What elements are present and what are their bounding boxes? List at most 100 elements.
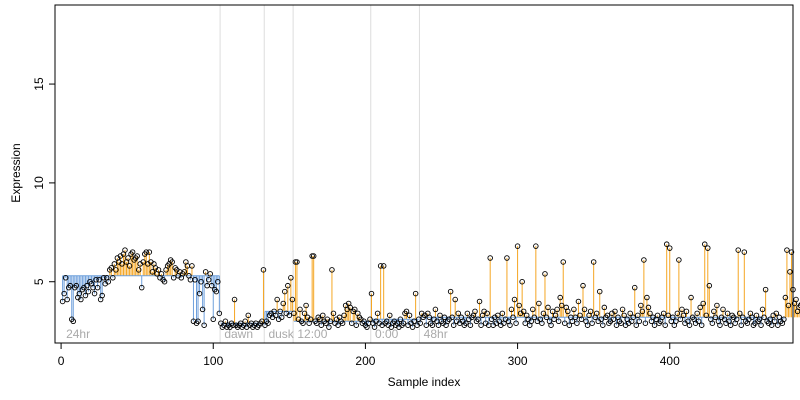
data-point bbox=[64, 296, 70, 303]
data-point bbox=[736, 310, 743, 317]
data-point bbox=[796, 304, 800, 311]
data-point bbox=[788, 249, 795, 255]
data-point bbox=[784, 247, 790, 253]
data-point bbox=[423, 322, 430, 328]
y-axis: 5 10 15 bbox=[32, 77, 56, 285]
data-point bbox=[639, 308, 646, 315]
data-point bbox=[93, 276, 99, 283]
data-point bbox=[111, 261, 118, 267]
data-point bbox=[714, 302, 720, 309]
group-labels: 24hr dawn dusk 12:00 0:00 48hr bbox=[66, 327, 448, 341]
data-point bbox=[762, 286, 769, 293]
data-point bbox=[507, 322, 513, 328]
data-point bbox=[645, 304, 652, 311]
data-point bbox=[96, 276, 102, 283]
data-point bbox=[548, 322, 554, 328]
data-point bbox=[278, 314, 285, 321]
data-point bbox=[654, 312, 661, 319]
data-point bbox=[644, 294, 650, 301]
data-point bbox=[62, 275, 69, 281]
data-point bbox=[140, 259, 147, 265]
data-point bbox=[435, 322, 442, 328]
data-point bbox=[113, 267, 119, 273]
data-point bbox=[531, 314, 538, 321]
data-point bbox=[580, 282, 586, 289]
data-point bbox=[679, 306, 685, 313]
data-point bbox=[455, 310, 461, 317]
data-point bbox=[797, 302, 800, 309]
data-point bbox=[129, 249, 136, 255]
data-point bbox=[571, 306, 577, 313]
data-point bbox=[554, 306, 560, 313]
data-point bbox=[330, 310, 337, 317]
data-point bbox=[437, 312, 443, 319]
data-point bbox=[572, 314, 579, 321]
data-point bbox=[513, 320, 519, 326]
data-point bbox=[429, 322, 436, 328]
data-point bbox=[627, 310, 633, 317]
data-point bbox=[610, 316, 617, 323]
data-point bbox=[274, 296, 280, 303]
data-point bbox=[192, 276, 198, 283]
data-point bbox=[452, 296, 458, 303]
group-label: 24hr bbox=[66, 327, 90, 341]
data-point bbox=[785, 302, 792, 309]
data-point bbox=[590, 259, 597, 265]
data-point bbox=[621, 312, 627, 319]
data-point bbox=[215, 278, 221, 285]
data-point bbox=[522, 320, 528, 326]
group-label: dawn bbox=[224, 327, 253, 341]
deviation-lines bbox=[62, 244, 800, 328]
data-point bbox=[558, 302, 565, 309]
data-point bbox=[149, 269, 156, 275]
group-label: 12:00 bbox=[297, 327, 327, 341]
data-point bbox=[738, 322, 745, 328]
data-point bbox=[327, 318, 334, 325]
data-point bbox=[158, 271, 165, 277]
data-point bbox=[210, 316, 217, 323]
data-point bbox=[397, 316, 404, 323]
data-point bbox=[619, 306, 626, 313]
x-tick-label: 0 bbox=[58, 354, 65, 368]
data-point bbox=[733, 316, 740, 323]
data-point bbox=[530, 306, 536, 313]
data-point bbox=[326, 324, 332, 330]
data-point bbox=[487, 255, 493, 261]
data-point bbox=[288, 275, 294, 281]
data-point bbox=[633, 322, 640, 328]
data-point bbox=[403, 308, 410, 315]
data-point bbox=[670, 314, 676, 321]
data-point bbox=[347, 304, 353, 311]
data-point bbox=[309, 253, 315, 259]
y-tick-label: 5 bbox=[32, 278, 46, 285]
data-point bbox=[575, 298, 582, 305]
data-point bbox=[432, 306, 439, 313]
data-point bbox=[753, 312, 760, 319]
data-point bbox=[377, 263, 384, 269]
data-point bbox=[758, 322, 764, 328]
data-point bbox=[665, 312, 671, 319]
data-point bbox=[565, 308, 571, 315]
data-point bbox=[400, 320, 407, 326]
data-point bbox=[662, 322, 668, 328]
data-point bbox=[781, 316, 787, 323]
data-point bbox=[450, 322, 457, 328]
data-point bbox=[706, 282, 713, 289]
data-point bbox=[647, 310, 653, 317]
data-point bbox=[91, 290, 98, 297]
data-point bbox=[472, 308, 478, 315]
data-point bbox=[126, 263, 133, 269]
data-point bbox=[297, 306, 303, 313]
data-point bbox=[208, 282, 215, 289]
data-point bbox=[310, 253, 317, 259]
data-point bbox=[666, 245, 673, 251]
data-point bbox=[67, 282, 73, 289]
data-point bbox=[352, 306, 358, 313]
data-point bbox=[635, 312, 641, 319]
data-point bbox=[307, 316, 314, 323]
data-point bbox=[676, 257, 682, 263]
data-point bbox=[59, 298, 66, 305]
data-point bbox=[348, 320, 355, 326]
data-point bbox=[680, 312, 687, 319]
data-point bbox=[581, 306, 588, 313]
